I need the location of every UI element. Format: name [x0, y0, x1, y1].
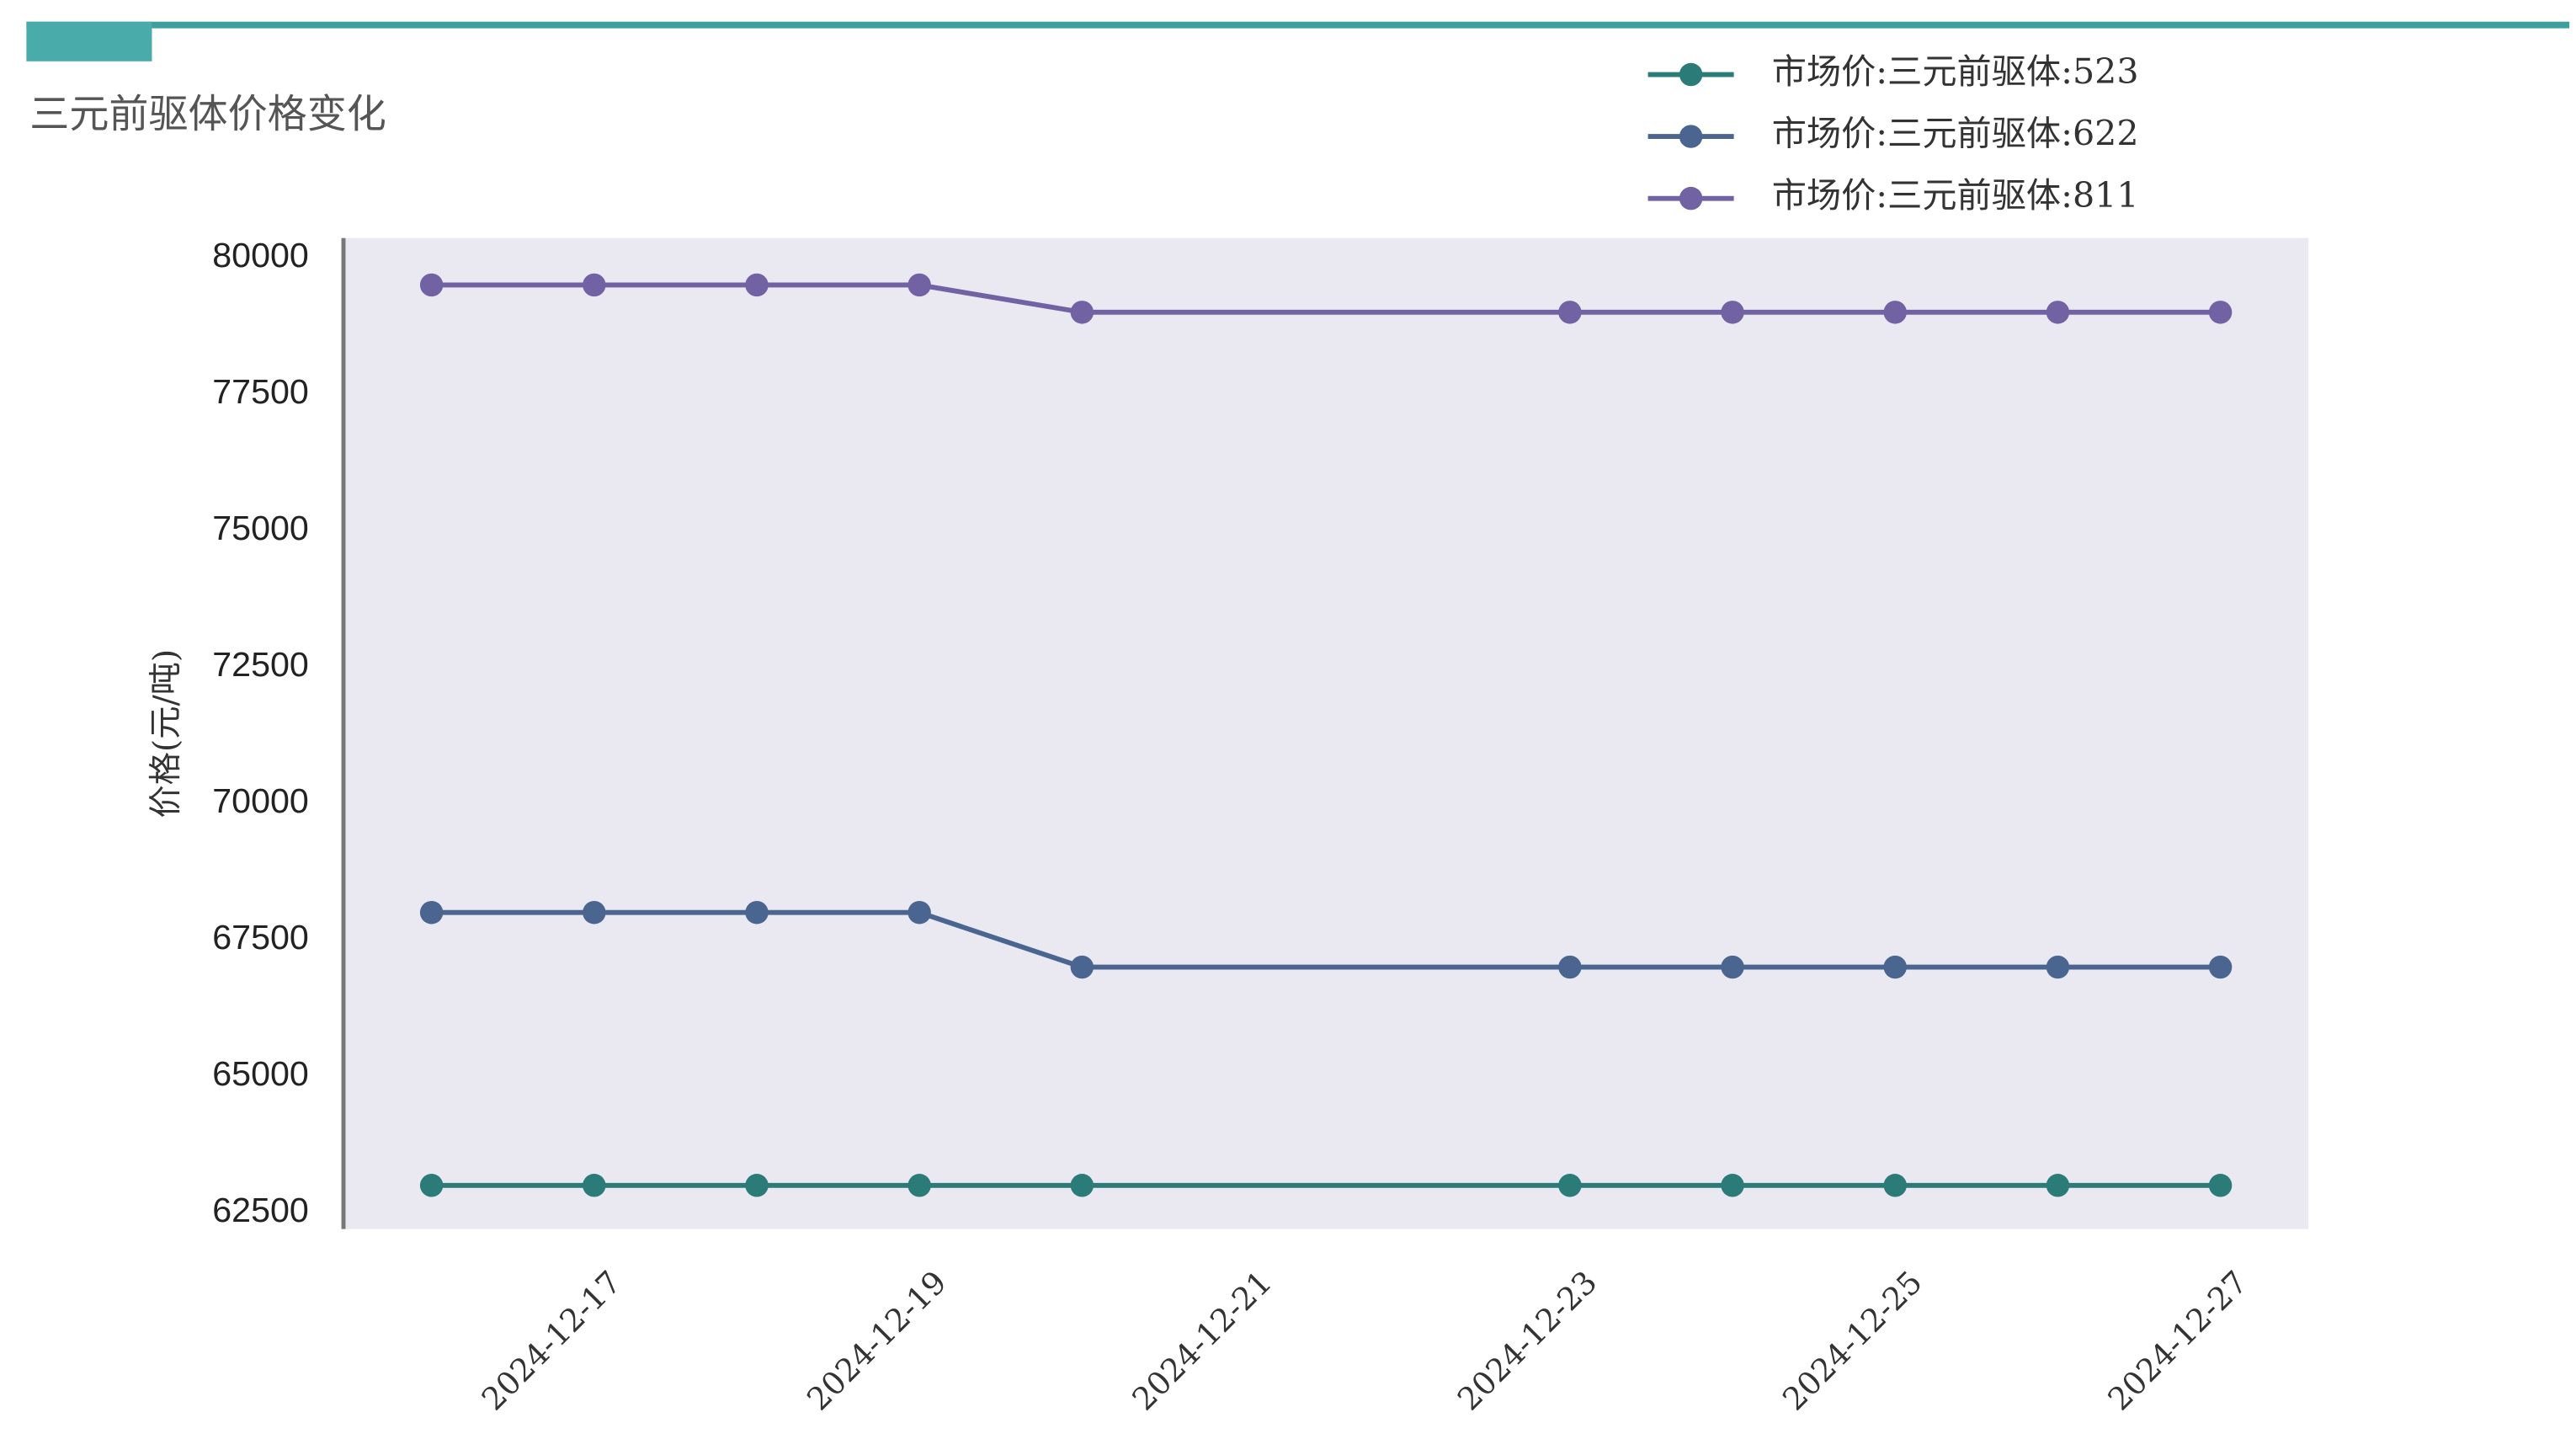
data-point: [1558, 301, 1582, 324]
data-point: [583, 901, 606, 925]
data-point: [1558, 1174, 1582, 1197]
data-point: [745, 273, 769, 297]
series-line: [431, 282, 2221, 315]
data-point: [2208, 955, 2233, 979]
y-tick-label: 62500: [212, 1191, 309, 1229]
data-point: [583, 273, 606, 297]
chart-title: 三元前驱体价格变化: [29, 92, 386, 138]
data-point: [1070, 1174, 1094, 1197]
data-point: [2046, 301, 2070, 324]
data-point: [2046, 955, 2070, 979]
data-point: [1721, 955, 1744, 979]
data-point: [1883, 955, 1907, 979]
y-tick-label: 70000: [212, 781, 309, 820]
legend-marker: [1679, 62, 1703, 87]
y-axis-label: 价格(元/吨): [147, 649, 185, 818]
data-point: [419, 901, 444, 925]
data-point: [419, 1174, 444, 1197]
data-point: [1721, 301, 1744, 324]
data-point: [2208, 301, 2233, 324]
legend-marker: [1679, 125, 1703, 148]
data-point: [1558, 955, 1582, 979]
y-tick-label: 80000: [212, 236, 309, 274]
data-point: [2046, 1174, 2070, 1197]
data-point: [1721, 1174, 1744, 1197]
plot-area: [343, 237, 2309, 1229]
data-point: [1070, 301, 1094, 324]
header-line: [26, 21, 2570, 29]
data-point: [745, 901, 769, 925]
series-line: [431, 909, 2221, 970]
legend-label: 市场价:三元前驱体:523: [1772, 51, 2139, 92]
data-point: [745, 1174, 769, 1197]
legend-label: 市场价:三元前驱体:622: [1772, 114, 2139, 154]
y-tick-label: 75000: [212, 509, 309, 547]
y-tick-label: 67500: [212, 918, 309, 957]
header-block: [26, 21, 152, 61]
legend-label: 市场价:三元前驱体:811: [1772, 175, 2139, 216]
data-point: [907, 901, 931, 925]
data-point: [1883, 1174, 1907, 1197]
data-point: [419, 273, 444, 297]
data-point: [1070, 955, 1094, 979]
data-point: [1883, 301, 1907, 324]
y-tick-label: 65000: [212, 1054, 309, 1093]
legend-marker: [1679, 186, 1703, 211]
y-tick-label: 72500: [212, 645, 309, 684]
data-point: [907, 273, 931, 297]
data-point: [583, 1174, 606, 1197]
data-point: [907, 1174, 931, 1197]
data-point: [2208, 1174, 2233, 1197]
y-tick-label: 77500: [212, 372, 309, 411]
